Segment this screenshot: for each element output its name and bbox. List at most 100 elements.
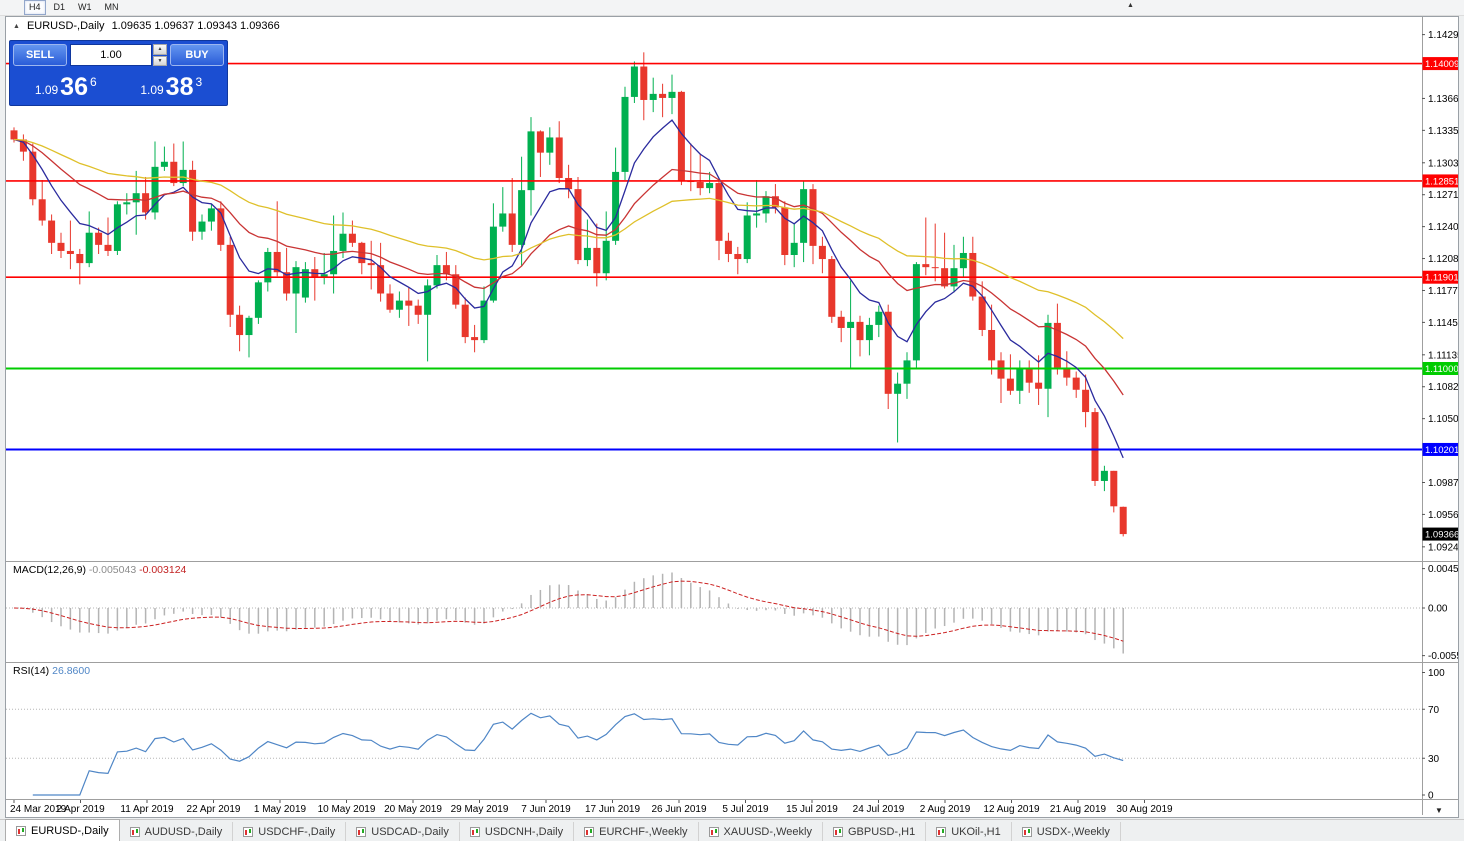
toolbar-overflow-icon[interactable]: ▲ [1127,2,1134,9]
rsi-line [32,712,1124,796]
buy-price-display[interactable]: 1.09 38 3 [119,67,225,104]
price-tag [1422,174,1458,188]
timeframe-toolbar: H4 D1 W1 MN ▲ [0,0,1464,16]
ma-line-group-2 [13,138,1124,340]
ma-line-group-0 [13,119,1124,459]
chart-canvas[interactable]: 1.14295 1.13665 1.13350 1.13030 1.12715 1.124… [6,17,1458,817]
rsi-value: 26.8600 [52,665,91,677]
rsi-name: RSI(14) [13,665,50,677]
chart-tab-gbpusd-h1[interactable]: GBPUSD-,H1 [823,822,927,841]
svg-text:1.10505: 1.10505 [1428,414,1458,425]
buy-price-prefix: 1.09 [140,83,164,97]
chart-icon [16,825,26,836]
svg-text:5 Jul 2019: 5 Jul 2019 [722,804,769,815]
chart-tab-eurchf-weekly[interactable]: EURCHF-,Weekly [574,822,699,841]
timeframe-button-mn[interactable]: MN [104,2,119,12]
buy-button[interactable]: BUY [170,44,224,66]
macd-name: MACD(12,26,9) [13,564,86,576]
price-tag [1422,527,1458,541]
chart-ohlc-values: 1.09635 1.09637 1.09343 1.09366 [111,20,280,32]
svg-text:29 May 2019: 29 May 2019 [451,804,509,815]
svg-text:1.11000: 1.11000 [1425,364,1458,375]
svg-text:70: 70 [1428,705,1440,716]
svg-text:0.00: 0.00 [1428,604,1448,615]
chart-icon [708,826,719,837]
macd-main-value: -0.005043 [88,564,137,576]
svg-text:100: 100 [1428,668,1445,679]
svg-text:2 Aug 2019: 2 Aug 2019 [920,804,971,815]
macd-panel: 0.00455 0.00 -0.0055 [6,564,1458,662]
svg-text:10 May 2019: 10 May 2019 [318,804,376,815]
svg-text:7 Jun 2019: 7 Jun 2019 [521,804,571,815]
tab-label: USDCHF-,Daily [258,825,336,838]
chart-tab-usdcnh-daily[interactable]: USDCNH-,Daily [460,822,575,841]
svg-text:1.10820: 1.10820 [1428,382,1458,393]
one-click-trading-panel: SELL 1.00 ▲ ▼ BUY 1.09 36 6 1.09 38 3 [9,40,228,106]
chart-icon [129,826,140,837]
volume-down-icon[interactable]: ▼ [153,55,167,66]
scroll-to-end-icon[interactable]: ▼ [1435,806,1443,815]
chart-tab-usdcad-daily[interactable]: USDCAD-,Daily [346,822,460,841]
svg-text:1.11455: 1.11455 [1428,318,1458,329]
sell-price-display[interactable]: 1.09 36 6 [13,67,119,104]
macd-signal-line [13,580,1124,642]
svg-text:22 Apr 2019: 22 Apr 2019 [187,804,241,815]
svg-text:30: 30 [1428,754,1440,765]
svg-text:1.10201: 1.10201 [1425,445,1458,456]
chart-title: ▲ EURUSD-,Daily 1.09635 1.09637 1.09343 … [13,20,280,32]
price-tag [1422,442,1458,456]
svg-text:-0.0055: -0.0055 [1428,651,1458,662]
ma-line-45 [13,138,1124,340]
chart-window: 1.14295 1.13665 1.13350 1.13030 1.12715 1.124… [5,16,1459,818]
rsi-panel: 100 70 30 0 [6,668,1445,802]
timeframe-button-h4[interactable]: H4 [24,0,46,15]
svg-text:1.13030: 1.13030 [1428,158,1458,169]
price-axis[interactable]: 1.14295 1.13665 1.13350 1.13030 1.12715 1.124… [1422,30,1458,553]
svg-text:1.12851: 1.12851 [1425,176,1458,187]
tab-label: USDX-,Weekly [1036,825,1110,838]
chart-tab-audusd-daily[interactable]: AUDUSD-,Daily [120,822,234,841]
svg-text:1.09240: 1.09240 [1428,542,1458,553]
chart-icon [584,826,595,837]
timeframe-button-d1[interactable]: D1 [53,2,66,12]
svg-text:1.14009: 1.14009 [1425,59,1458,70]
panel-separators [6,17,1458,815]
ma-line-group-1 [13,138,1124,396]
timeframe-button-w1[interactable]: W1 [78,2,92,12]
ma-line-8 [13,119,1124,459]
svg-text:1 May 2019: 1 May 2019 [254,804,307,815]
chart-tab-xauusd-weekly[interactable]: XAUUSD-,Weekly [699,822,823,841]
chart-icon [243,826,254,837]
price-tag [1422,57,1458,71]
svg-text:1.11135: 1.11135 [1428,350,1458,361]
chart-tab-usdchf-daily[interactable]: USDCHF-,Daily [233,822,347,841]
svg-text:11 Apr 2019: 11 Apr 2019 [120,804,174,815]
candlestick-series [10,52,1127,537]
tab-label: XAUUSD-,Weekly [723,825,812,838]
svg-text:20 May 2019: 20 May 2019 [384,804,442,815]
svg-text:21 Aug 2019: 21 Aug 2019 [1050,804,1107,815]
chart-icon [356,826,367,837]
sell-price-pip: 6 [89,75,97,89]
sell-button[interactable]: SELL [13,44,67,66]
svg-text:0.00455: 0.00455 [1428,564,1458,575]
one-click-toggle-icon[interactable]: ▲ [13,22,20,30]
svg-text:1.09560: 1.09560 [1428,510,1458,521]
chart-tab-ukoil-h1[interactable]: UKOil-,H1 [926,822,1012,841]
svg-text:15 Jul 2019: 15 Jul 2019 [786,804,838,815]
chart-tab-usdx-weekly[interactable]: USDX-,Weekly [1012,822,1121,841]
svg-text:17 Jun 2019: 17 Jun 2019 [585,804,640,815]
sell-price-big: 36 [60,73,88,101]
tab-label: GBPUSD-,H1 [847,825,916,838]
chart-tab-eurusd-daily[interactable]: EURUSD-,Daily [5,819,120,841]
support-resistance-lines[interactable] [6,62,1422,451]
volume-up-icon[interactable]: ▲ [153,44,167,55]
svg-text:24 Mar 2019: 24 Mar 2019 [10,804,67,815]
chart-icon [832,826,843,837]
svg-text:0: 0 [1428,791,1434,802]
macd-signal-value: -0.003124 [139,564,187,576]
volume-value[interactable]: 1.00 [70,44,152,66]
volume-stepper[interactable]: 1.00 ▲ ▼ [70,44,167,66]
tab-label: UKOil-,H1 [951,825,1001,838]
